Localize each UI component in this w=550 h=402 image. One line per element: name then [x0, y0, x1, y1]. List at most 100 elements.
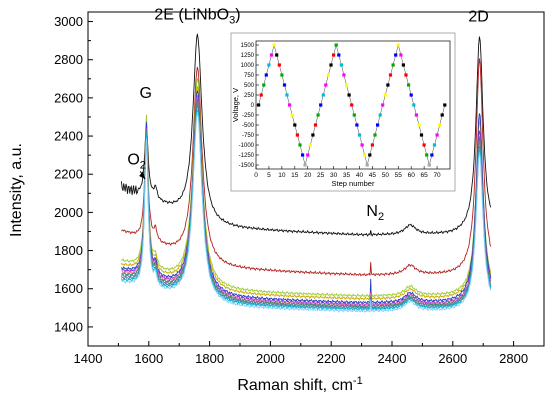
inset-voltage-point — [275, 53, 279, 57]
y-tick-label: 1400 — [54, 319, 83, 334]
y-tick-label: 2000 — [54, 205, 83, 220]
x-tick-label: 1600 — [134, 351, 163, 366]
y-tick-label: 2600 — [54, 90, 83, 105]
inset-voltage-point — [264, 73, 268, 77]
inset-voltage-point — [329, 63, 333, 67]
inset-x-tick-label: 15 — [291, 172, 299, 179]
inset-voltage-point — [378, 113, 382, 117]
inset-voltage-point — [293, 123, 297, 127]
inset-y-tick-label: 500 — [244, 83, 255, 89]
inset-voltage-point — [257, 103, 261, 107]
inset-voltage-point — [352, 113, 356, 117]
x-axis-label: Raman shift, cm-1 — [237, 375, 362, 394]
main-plot: 1400 1600 1800 2000 2200 2400 2600 280014001600… — [8, 7, 545, 394]
inset-voltage-point — [313, 123, 318, 127]
x-tick-label: 2600 — [438, 351, 467, 366]
inset-voltage-point — [419, 133, 424, 137]
y-tick-label: 1800 — [54, 243, 83, 258]
inset-voltage-point — [417, 123, 421, 127]
inset-y-tick-label: -1000 — [239, 143, 255, 149]
inset-voltage-point — [414, 113, 418, 117]
inset-voltage-point — [311, 133, 315, 137]
inset-x-axis-label: Step number — [332, 179, 375, 188]
inset-voltage-point — [430, 153, 434, 157]
inset-voltage-point — [427, 163, 431, 167]
o2-arrow-head — [139, 171, 146, 179]
y-tick-label: 2400 — [54, 129, 83, 144]
spectrum-series-3 — [121, 78, 492, 298]
inset-y-tick-label: 1000 — [241, 63, 255, 69]
y-axis-label: Intensity, a.u. — [8, 143, 25, 237]
inset-voltage-point — [399, 53, 403, 57]
inset-voltage-point — [290, 113, 294, 117]
inset-voltage-point — [435, 133, 439, 137]
spectrum-series-12 — [121, 113, 492, 313]
inset-voltage-point — [394, 53, 398, 57]
inset-x-tick-label: 55 — [395, 172, 403, 179]
inset-voltage-point — [321, 93, 325, 97]
inset-x-tick-label: 20 — [304, 172, 312, 179]
inset-voltage-point — [357, 133, 362, 137]
inset-voltage-point — [425, 153, 429, 157]
inset-voltage-point — [272, 43, 276, 47]
inset-x-tick-label: 5 — [267, 172, 271, 179]
x-tick-label: 1800 — [195, 351, 224, 366]
inset-voltage-point — [432, 143, 437, 147]
inset-voltage-point — [409, 93, 413, 97]
x-tick-label: 1400 — [74, 351, 103, 366]
spectrum-series-5 — [120, 89, 492, 305]
inset-voltage-point — [282, 83, 287, 87]
inset-plot: 0 5 10 15 20 25 30 35 40 45 50 55 60 65 70 -1500 -1250 -1… — [230, 32, 456, 192]
spectrum-series-2 — [121, 58, 492, 277]
annotation-label: 2D — [468, 9, 488, 26]
inset-voltage-point — [319, 103, 323, 107]
inset-y-tick-label: 1500 — [241, 43, 255, 49]
inset-x-tick-label: 50 — [382, 172, 390, 179]
inset-y-tick-label: -750 — [242, 133, 255, 139]
inset-voltage-point — [355, 123, 359, 127]
y-tick-label: 2200 — [54, 167, 83, 182]
inset-x-tick-label: 0 — [254, 172, 258, 179]
inset-y-tick-label: -1500 — [239, 163, 255, 169]
inset-voltage-point — [295, 133, 299, 137]
inset-voltage-point — [337, 53, 341, 57]
spectrum-series-1 — [120, 33, 492, 237]
inset-y-tick-label: -500 — [242, 123, 255, 129]
inset-x-tick-label: 10 — [278, 172, 286, 179]
inset-voltage-point — [373, 133, 377, 137]
inset-y-tick-label: 0 — [251, 103, 255, 109]
inset-voltage-point — [277, 63, 281, 67]
inset-y-tick-label: -1250 — [239, 153, 255, 159]
inset-y-axis-label: Voltage, V — [231, 88, 240, 122]
inset-voltage-point — [365, 163, 369, 167]
inset-voltage-point — [368, 153, 372, 157]
inset-voltage-point — [316, 113, 320, 117]
x-tick-label: 2800 — [499, 351, 528, 366]
inset-voltage-point — [288, 103, 292, 107]
plot-frame — [87, 11, 545, 347]
inset-voltage-point — [386, 83, 390, 87]
inset-voltage-point — [301, 153, 305, 157]
inset-voltage-point — [376, 123, 380, 127]
inset-voltage-point — [438, 123, 442, 127]
inset-voltage-point — [370, 143, 374, 147]
inset-voltage-point — [259, 93, 263, 97]
inset-x-tick-label: 30 — [330, 172, 338, 179]
inset-y-tick-label: 250 — [244, 93, 255, 99]
inset-voltage-point — [391, 63, 395, 67]
y-tick-label: 1600 — [54, 281, 83, 296]
inset-voltage-point — [308, 143, 312, 147]
inset-y-tick-label: 1250 — [241, 53, 255, 59]
inset-x-tick-label: 35 — [343, 172, 351, 179]
inset-voltage-point — [443, 103, 447, 107]
inset-voltage-point — [412, 103, 416, 107]
inset-voltage-point — [303, 163, 307, 167]
inset-voltage-point — [363, 153, 367, 157]
inset-voltage-point — [350, 103, 354, 107]
inset-x-tick-label: 25 — [317, 172, 325, 179]
spectrum-series-4 — [121, 86, 492, 301]
annotation-label: O2 — [127, 152, 146, 172]
annotation-label: 2E (LiNbO3) — [154, 7, 240, 27]
inset-voltage-point — [407, 83, 411, 87]
